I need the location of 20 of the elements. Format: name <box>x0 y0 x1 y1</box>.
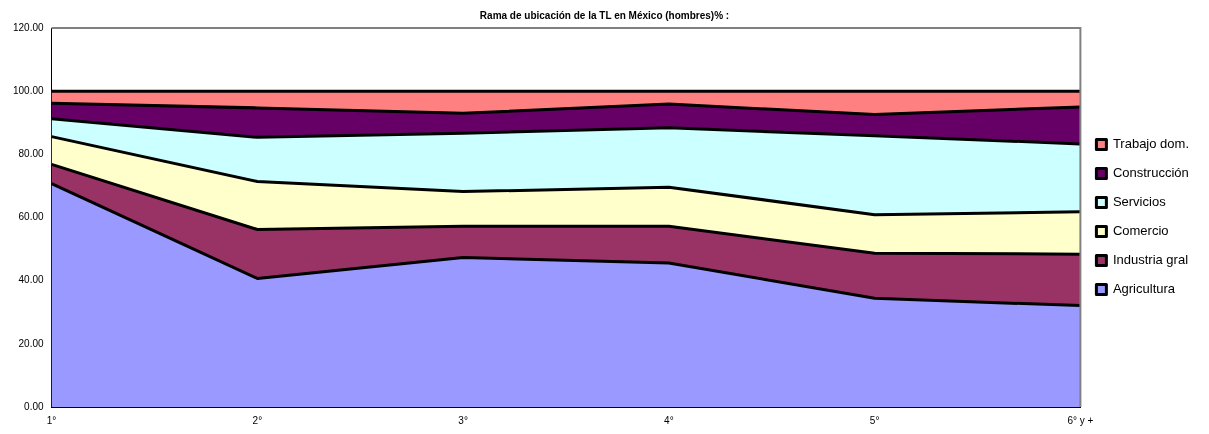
legend-label: Industria gral <box>1112 252 1189 268</box>
x-tick-label: 3° <box>458 414 468 426</box>
y-tick-label: 100.00 <box>12 84 45 96</box>
legend-label: Trabajo dom. <box>1112 136 1189 152</box>
legend-label: Construcción <box>1112 165 1189 181</box>
y-tick-label: 120.00 <box>12 21 45 33</box>
x-tick-label: 4° <box>664 414 674 426</box>
x-tick-label: 6° y + <box>1067 414 1094 426</box>
legend-label: Agricultura <box>1112 281 1176 297</box>
y-tick-label: 20.00 <box>18 337 45 349</box>
x-tick-label: 2° <box>252 414 263 426</box>
legend-label: Comercio <box>1112 223 1169 239</box>
chart-title: Rama de ubicación de la TL en México (hombres)% : <box>479 9 730 21</box>
y-tick-label: 0.00 <box>24 400 45 412</box>
x-tick-label: 5° <box>869 414 880 426</box>
y-tick-label: 80.00 <box>18 148 45 160</box>
y-tick-label: 40.00 <box>18 274 45 286</box>
y-tick-label: 60.00 <box>18 211 45 223</box>
legend-label: Servicios <box>1112 194 1167 210</box>
x-tick-label: 1° <box>46 414 57 426</box>
